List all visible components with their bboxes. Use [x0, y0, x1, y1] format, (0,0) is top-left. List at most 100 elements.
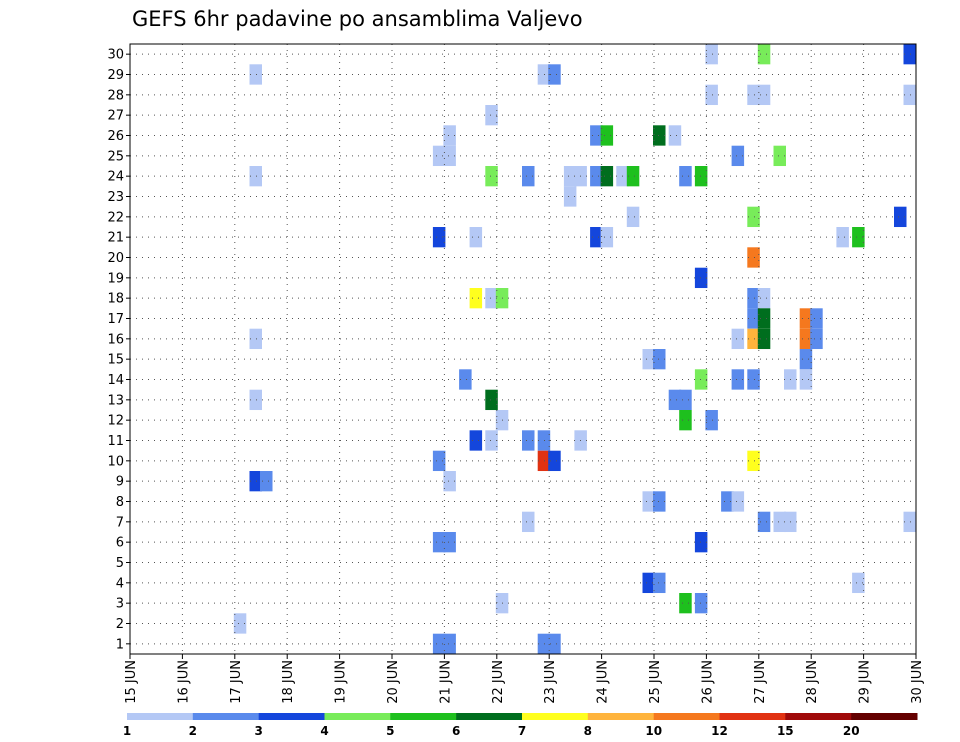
x-tick-label: 28 JUN: [805, 660, 820, 704]
legend-label: 5: [386, 724, 394, 738]
heatmap-cell: [548, 64, 561, 85]
heatmap-cell: [537, 633, 551, 655]
heatmap-cell: [757, 288, 771, 309]
legend-swatch: [324, 713, 391, 720]
heatmap-cell: [679, 389, 692, 411]
legend-swatch: [390, 713, 457, 720]
y-tick-label: 8: [116, 495, 124, 510]
x-tick-label: 24 JUN: [596, 660, 611, 704]
y-tick-label: 17: [107, 312, 124, 327]
heatmap-cell: [747, 369, 760, 390]
x-tick-label: 25 JUN: [648, 660, 663, 704]
y-tick-label: 27: [107, 109, 124, 124]
heatmap-cell: [469, 430, 483, 451]
x-axis: 15 JUN 16 JUN 17 JUN 18 JUN 19 JUN 20 JUN 21 J…: [124, 654, 925, 704]
heatmap-cell: [836, 227, 849, 248]
heatmap-cell: [548, 450, 561, 472]
heatmap-cell: [757, 511, 771, 533]
heatmap-cell: [747, 247, 760, 268]
y-tick-label: 22: [107, 210, 124, 225]
grid: [130, 44, 916, 654]
heatmap-cell: [642, 349, 655, 370]
chart-title: GEFS 6hr padavine po ansamblima Valjevo: [132, 7, 583, 31]
heatmap-cell: [432, 227, 446, 248]
y-tick-label: 29: [107, 68, 124, 83]
heatmap-cell: [721, 491, 734, 512]
y-tick-label: 24: [107, 170, 124, 185]
heatmap-cell: [249, 328, 262, 350]
y-tick-label: 3: [116, 597, 124, 612]
heatmap-cell: [485, 288, 498, 309]
heatmap-cell: [432, 145, 446, 167]
legend-swatch: [258, 713, 325, 720]
heatmap-cell: [773, 511, 786, 533]
heatmap-cell: [694, 369, 708, 390]
y-tick-label: 2: [116, 617, 124, 632]
heatmap-cell: [485, 166, 498, 187]
heatmap-cell: [747, 308, 760, 329]
heatmap-cell: [668, 125, 682, 146]
heatmap-cell: [810, 328, 823, 350]
heatmap-cell: [694, 532, 708, 553]
heatmap-cell: [522, 166, 535, 187]
legend-label: 6: [452, 724, 460, 738]
heatmap-cell: [590, 227, 603, 248]
heatmap-cell: [590, 166, 603, 187]
heatmap-cell: [249, 389, 262, 411]
heatmap-cell: [642, 491, 655, 512]
legend-swatch: [719, 713, 786, 720]
legend-label: 3: [255, 724, 263, 738]
y-tick-label: 23: [107, 190, 124, 205]
heatmap-cell: [459, 369, 472, 390]
legend-label: 7: [518, 724, 526, 738]
heatmap-cell: [563, 166, 577, 187]
y-tick-label: 10: [107, 454, 124, 469]
x-tick-label: 27 JUN: [753, 660, 768, 704]
heatmap-cell: [469, 288, 483, 309]
heatmap-cell: [894, 206, 907, 228]
heatmap-cell: [852, 572, 865, 594]
x-tick-label: 19 JUN: [334, 660, 349, 704]
heatmap-cell: [249, 166, 262, 187]
heatmap-cell: [694, 593, 708, 614]
heatmap-cell: [249, 471, 262, 492]
heatmap-cell: [903, 44, 916, 65]
x-tick-label: 21 JUN: [438, 660, 453, 704]
heatmap-cell: [903, 84, 916, 106]
heatmap-cell: [705, 84, 718, 106]
heatmap-cell: [537, 450, 551, 472]
legend-swatch: [127, 713, 194, 720]
heatmap-cell: [432, 450, 446, 472]
legend-label: 15: [777, 724, 794, 738]
heatmap-cell: [903, 511, 916, 533]
y-tick-label: 14: [107, 373, 124, 388]
x-tick-label: 26 JUN: [700, 660, 715, 704]
heatmap-cell: [600, 227, 614, 248]
x-tick-label: 17 JUN: [229, 660, 244, 704]
heatmap-cell: [537, 64, 551, 85]
heatmap-cell: [537, 430, 551, 451]
heatmap-cell: [668, 389, 682, 411]
legend-label: 2: [189, 724, 197, 738]
x-tick-label: 18 JUN: [281, 660, 296, 704]
y-tick-label: 28: [107, 88, 124, 103]
legend-swatch: [456, 713, 523, 720]
heatmap-cell: [705, 44, 718, 65]
y-axis: 1234567891011121314151617181920212223242…: [107, 48, 130, 652]
heatmap-cell: [799, 369, 813, 390]
heatmap-cell: [548, 633, 561, 655]
y-tick-label: 13: [107, 393, 124, 408]
heatmap-cell: [443, 532, 456, 553]
y-tick-label: 11: [107, 434, 124, 449]
heatmap-cell: [731, 328, 745, 350]
legend-swatch: [192, 713, 260, 720]
heatmap-cell: [443, 145, 456, 167]
heatmap-cell: [679, 410, 692, 431]
y-tick-label: 20: [107, 251, 124, 266]
heatmap-cell: [626, 166, 640, 187]
heatmap-cell: [757, 328, 771, 350]
x-tick-label: 15 JUN: [124, 660, 139, 704]
y-tick-label: 6: [116, 536, 124, 551]
x-tick-label: 29 JUN: [858, 660, 873, 704]
